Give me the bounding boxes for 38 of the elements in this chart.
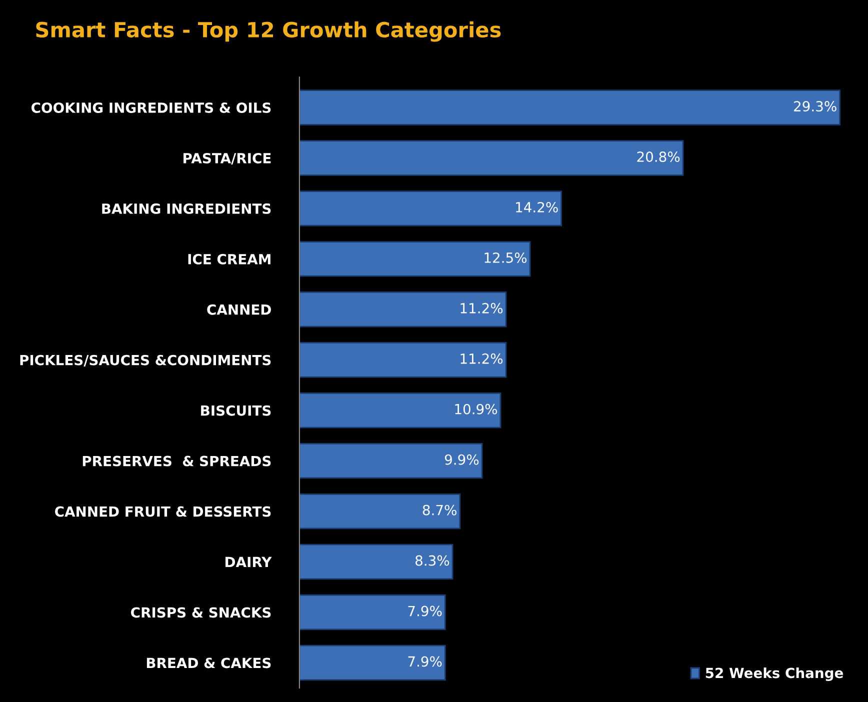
y-tick-label: BISCUITS	[201, 405, 271, 416]
data-label: 11.2%	[460, 353, 503, 364]
bar	[299, 594, 446, 630]
bar	[299, 342, 507, 378]
y-tick-label: BAKING INGREDIENTS	[102, 203, 271, 214]
bar	[299, 90, 841, 126]
y-tick-label: DAIRY	[226, 556, 272, 568]
data-label: 7.9%	[408, 606, 442, 616]
bar	[299, 544, 454, 580]
bar	[299, 140, 684, 176]
data-label: 11.2%	[460, 302, 503, 314]
y-tick-label: ICE CREAM	[188, 254, 270, 264]
bar	[299, 493, 461, 530]
data-label: 12.5%	[484, 252, 527, 263]
bar	[299, 442, 483, 479]
chart-title: Smart Facts - Top 12 Growth Categories	[36, 21, 501, 42]
data-label: 9.9%	[444, 454, 479, 465]
y-tick-label: CANNED FRUIT & DESSERTS	[55, 506, 271, 517]
data-label: 8.7%	[422, 504, 456, 516]
bar	[299, 644, 446, 681]
y-tick-label: PASTA/RICE	[184, 152, 271, 165]
y-tick-label: COOKING INGREDIENTS & OILS	[32, 102, 271, 113]
y-tick-label: BREAD & CAKES	[146, 658, 271, 668]
data-label: 8.3%	[415, 555, 450, 566]
bar	[299, 292, 507, 328]
bar	[299, 392, 502, 428]
data-label: 14.2%	[516, 202, 558, 212]
bar	[299, 241, 531, 277]
data-label: 29.3%	[794, 101, 836, 112]
data-label: 20.8%	[637, 152, 680, 162]
data-label: 10.9%	[455, 404, 498, 414]
y-tick-label: CRISPS & SNACKS	[131, 607, 271, 618]
y-tick-label: PRESERVES & SPREADS	[82, 456, 271, 466]
data-label: 7.9%	[408, 656, 442, 667]
y-tick-label: PICKLES/SAUCES &CONDIMENTS	[20, 354, 271, 366]
bar	[299, 190, 562, 226]
legend-label: 52 Weeks Change	[706, 667, 844, 682]
y-tick-label: CANNED	[207, 304, 271, 315]
